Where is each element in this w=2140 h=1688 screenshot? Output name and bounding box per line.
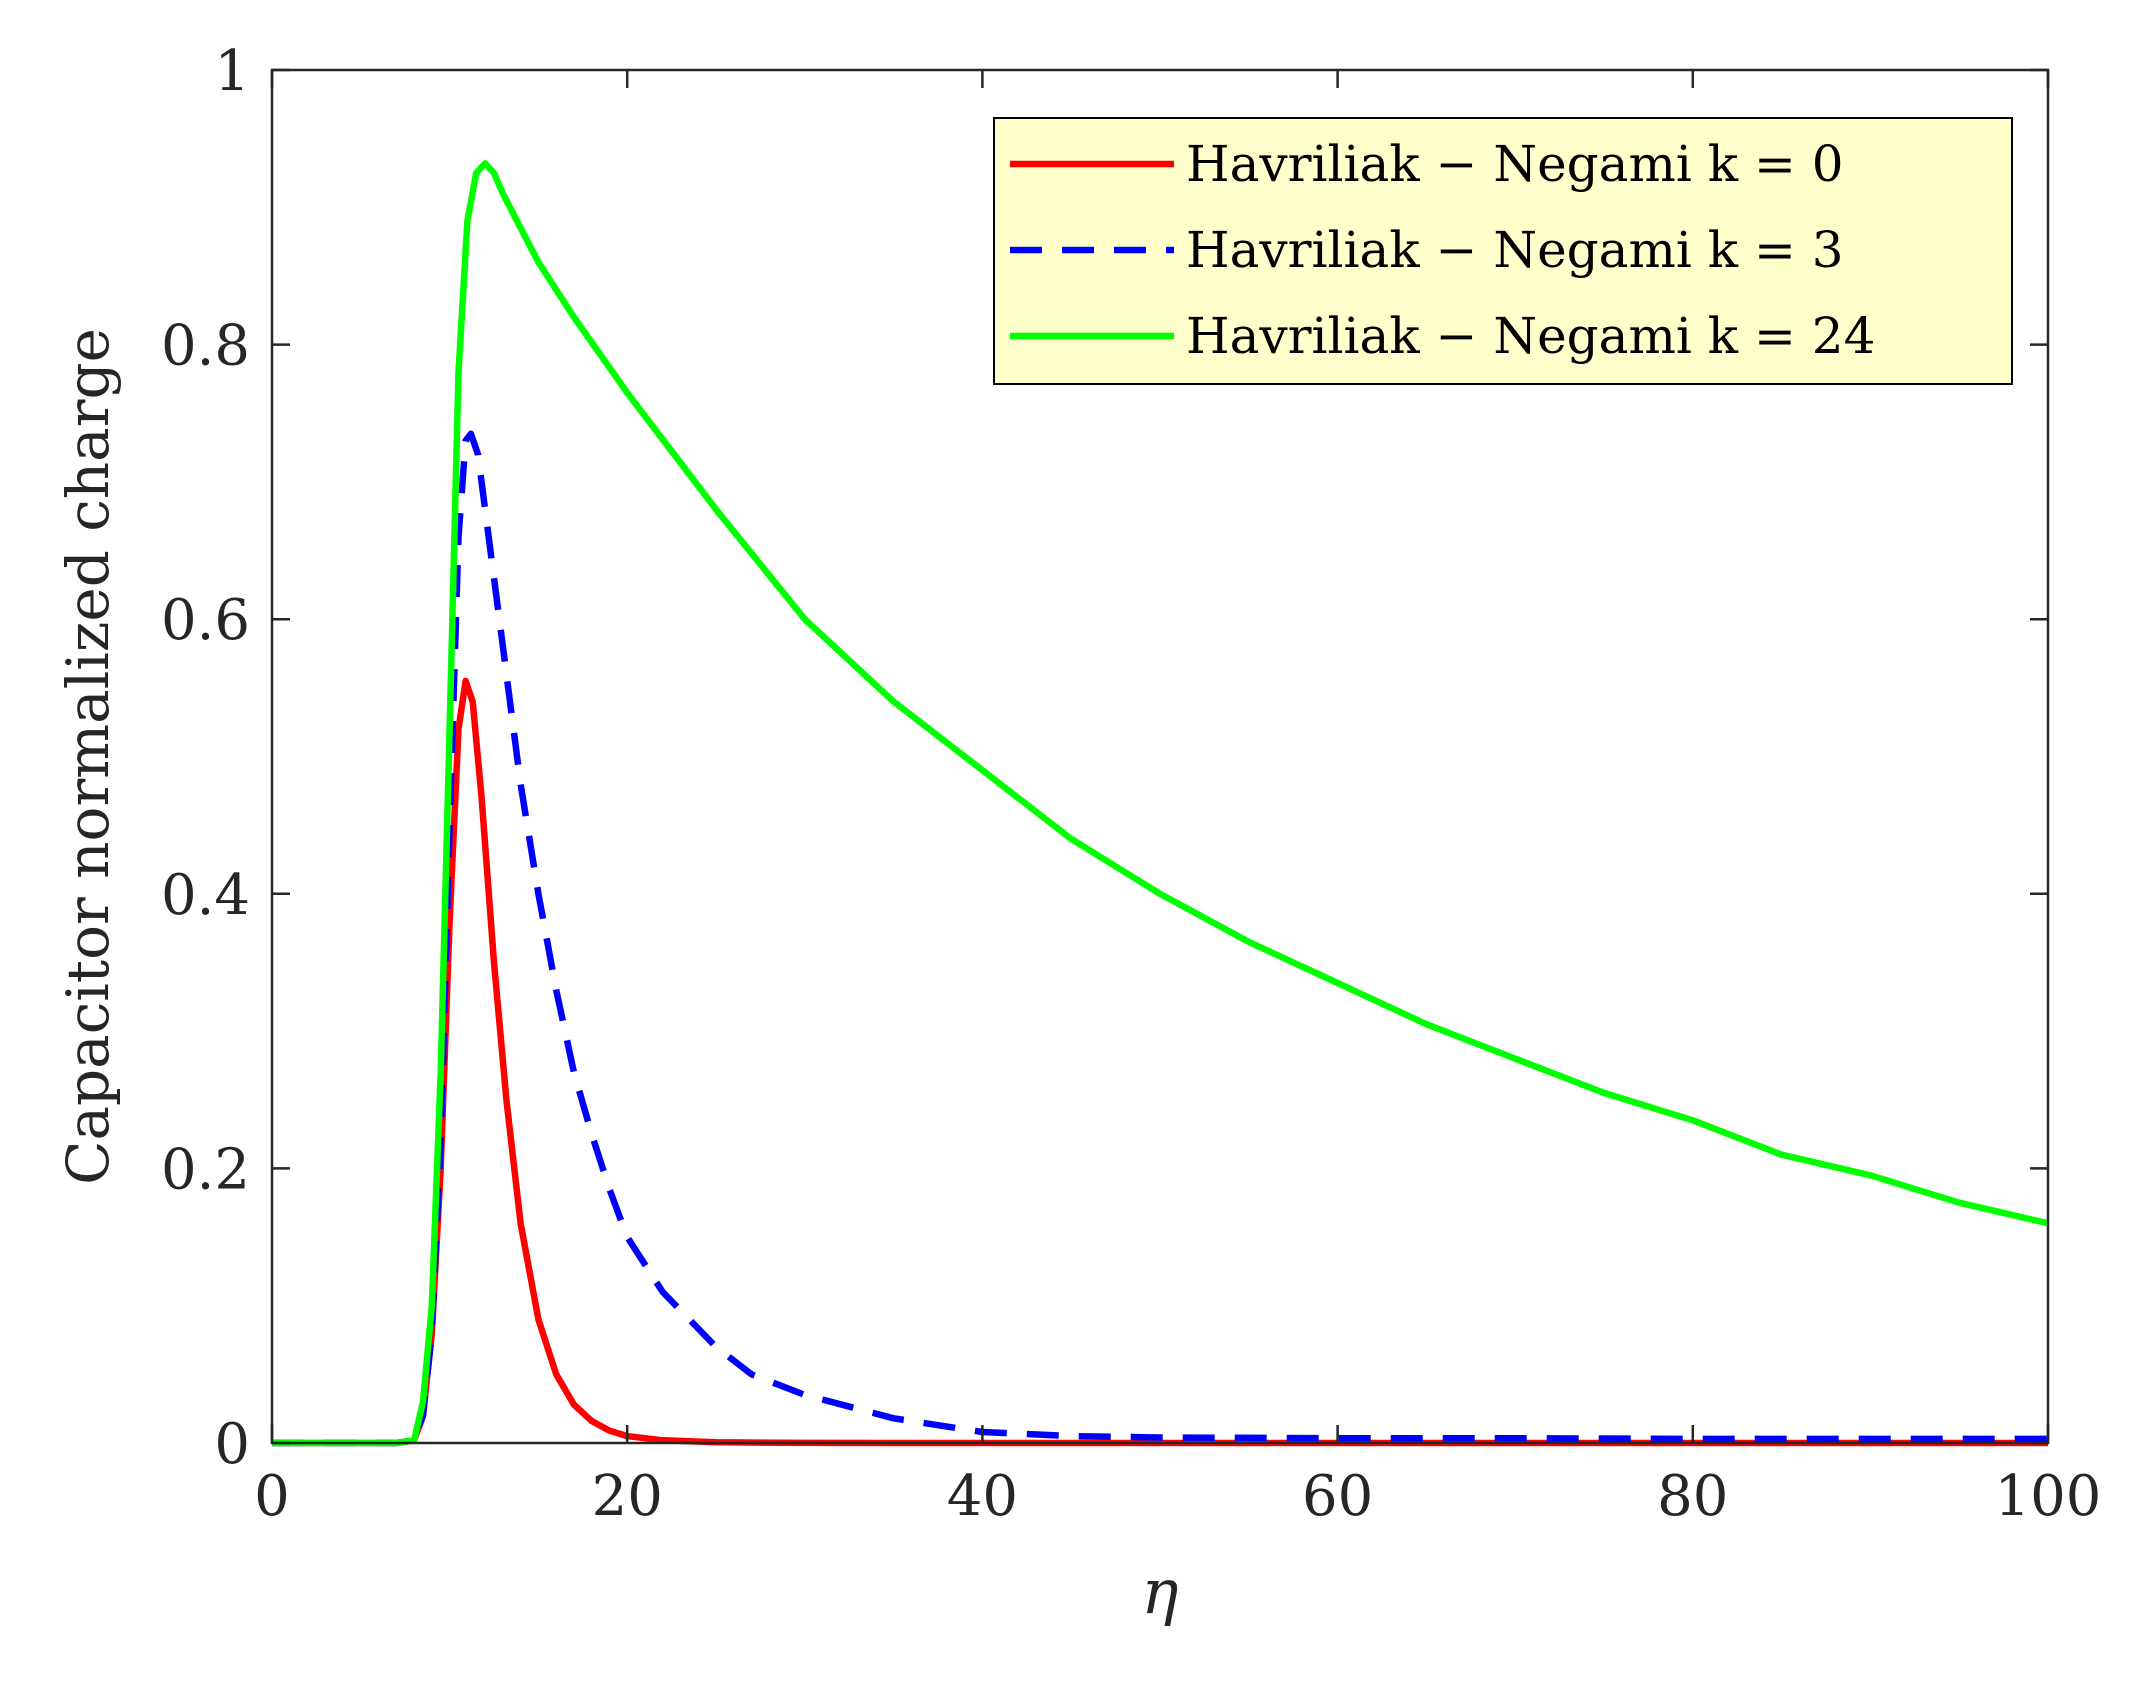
x-tick-label: 60 [1302,1464,1373,1529]
x-axis-label: η [1141,1555,1178,1628]
y-tick-label: 0.2 [161,1137,250,1202]
legend-entry-label: Havriliak − Negami k = 0 [1186,135,1844,193]
plot-area-box [270,68,2050,1445]
ticks-layer [270,68,2050,1445]
x-tick-label: 100 [1995,1464,2102,1529]
y-axis-label: Capacitor normalized charge [54,328,122,1185]
x-tick-labels: 0 20 40 60 80 100 [254,1464,2101,1529]
series-line-2 [272,160,2049,1447]
y-tick-label: 0.4 [161,863,250,928]
y-tick-label: 0 [214,1412,250,1477]
y-tick-label: 1 [214,39,250,104]
y-tick-label: 0.6 [161,588,250,653]
legend-entry-label: Havriliak − Negami k = 24 [1186,307,1875,365]
legend-entry-label: Havriliak − Negami k = 3 [1186,221,1844,279]
x-tick-label: 80 [1657,1464,1728,1529]
x-tick-label: 40 [947,1464,1018,1529]
y-tick-labels: 0 0.2 0.4 0.6 0.8 1 [161,39,250,1477]
x-tick-label: 20 [592,1464,663,1529]
legend: Havriliak − Negami k = 0 Havriliak − Nega… [993,117,2013,385]
x-tick-label: 0 [254,1464,290,1529]
y-tick-label: 0.8 [161,314,250,379]
